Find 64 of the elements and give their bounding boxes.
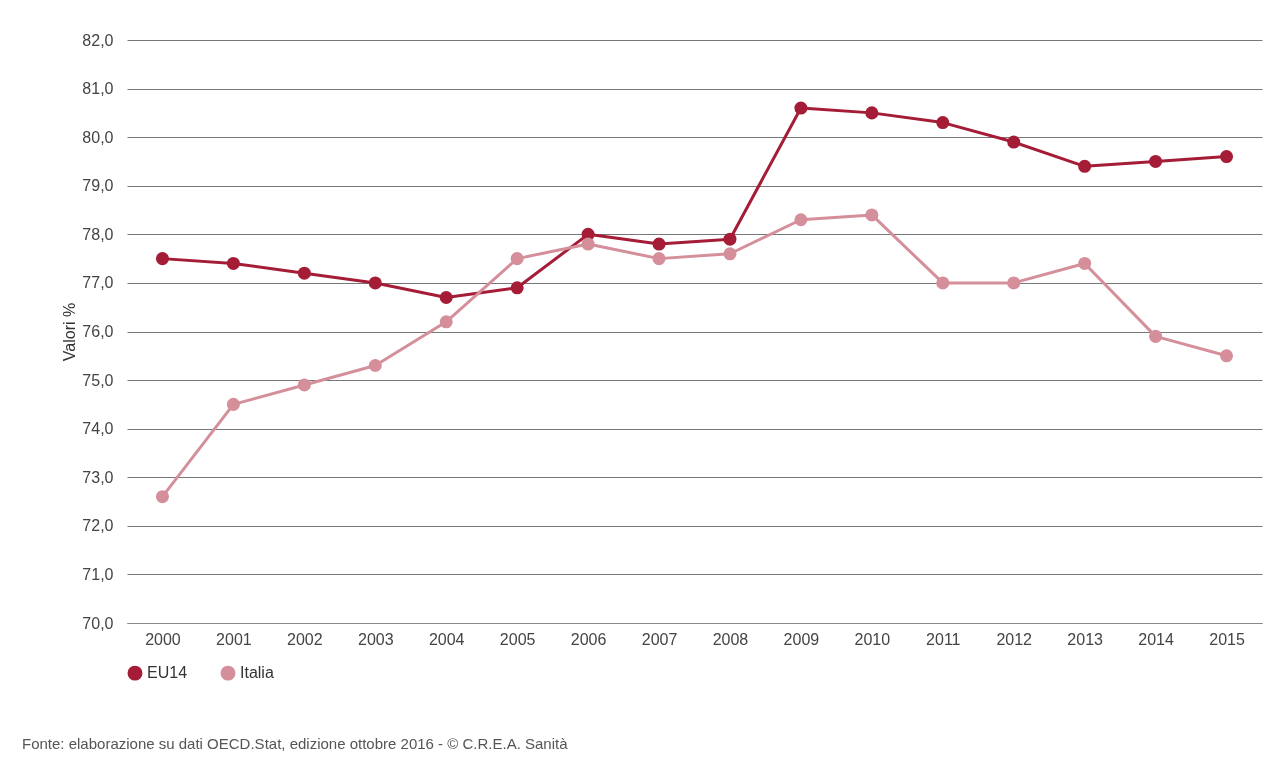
y-tick-label: 72,0 bbox=[82, 517, 114, 535]
x-tick-label: 2001 bbox=[216, 630, 252, 648]
x-tick-label: 2008 bbox=[712, 630, 749, 648]
x-tick-label: 2009 bbox=[783, 630, 820, 648]
y-tick-label: 75,0 bbox=[82, 371, 114, 389]
point bbox=[1220, 349, 1234, 363]
point bbox=[510, 281, 524, 295]
x-tick-label: 2002 bbox=[287, 630, 323, 648]
point bbox=[652, 252, 666, 266]
point bbox=[794, 213, 808, 227]
point bbox=[652, 237, 666, 251]
y-tick-label: 79,0 bbox=[82, 177, 114, 195]
point bbox=[510, 252, 524, 266]
legend-label: Italia bbox=[240, 664, 274, 682]
point bbox=[936, 116, 950, 130]
point bbox=[1149, 154, 1163, 168]
x-tick-label: 2014 bbox=[1138, 630, 1174, 648]
point bbox=[297, 266, 311, 280]
point bbox=[368, 276, 382, 290]
point bbox=[226, 256, 240, 270]
x-tick-label: 2012 bbox=[996, 630, 1033, 648]
point bbox=[1007, 276, 1021, 290]
x-tick-label: 2007 bbox=[641, 630, 678, 648]
point bbox=[865, 208, 879, 222]
point bbox=[936, 276, 950, 290]
point bbox=[297, 378, 311, 392]
y-tick-label: 77,0 bbox=[82, 274, 114, 292]
y-tick-label: 76,0 bbox=[82, 323, 114, 340]
x-tick-label: 2000 bbox=[145, 630, 181, 648]
x-tick-label: 2011 bbox=[926, 630, 961, 648]
point bbox=[1007, 135, 1021, 149]
point bbox=[581, 237, 595, 251]
point bbox=[865, 106, 879, 120]
y-axis-title: Valori % bbox=[61, 302, 79, 362]
point bbox=[155, 252, 169, 266]
point bbox=[1078, 256, 1092, 270]
point bbox=[723, 232, 737, 246]
y-tick-label: 71,0 bbox=[82, 565, 114, 583]
y-tick-label: 73,0 bbox=[82, 468, 114, 486]
point bbox=[723, 247, 737, 261]
point bbox=[439, 315, 453, 329]
y-tick-label: 80,0 bbox=[82, 128, 114, 146]
point bbox=[794, 101, 808, 115]
point bbox=[1078, 159, 1092, 173]
point bbox=[368, 359, 382, 373]
point bbox=[226, 397, 240, 411]
point bbox=[1149, 329, 1163, 343]
x-tick-label: 2010 bbox=[854, 630, 891, 648]
x-tick-label: 2004 bbox=[428, 630, 465, 648]
x-tick-label: 2005 bbox=[499, 630, 536, 648]
y-tick-label: 74,0 bbox=[82, 420, 114, 438]
x-tick-label: 2006 bbox=[570, 630, 607, 648]
legend-label: EU14 bbox=[147, 664, 188, 682]
x-tick-label: 2003 bbox=[357, 630, 394, 648]
point bbox=[155, 490, 169, 504]
point bbox=[1220, 150, 1234, 164]
x-tick-label: 2013 bbox=[1067, 630, 1104, 648]
point bbox=[439, 290, 453, 304]
y-tick-label: 70,0 bbox=[82, 614, 114, 632]
y-tick-label: 81,0 bbox=[82, 80, 114, 98]
y-tick-label: 82,0 bbox=[82, 31, 114, 49]
y-tick-label: 78,0 bbox=[82, 225, 114, 243]
x-tick-label: 2015 bbox=[1209, 630, 1245, 648]
source-note: Fonte: elaborazione su dati OECD.Stat, edizione ottobre 2016 - © C.R.E.A. Sanità bbox=[22, 735, 568, 752]
